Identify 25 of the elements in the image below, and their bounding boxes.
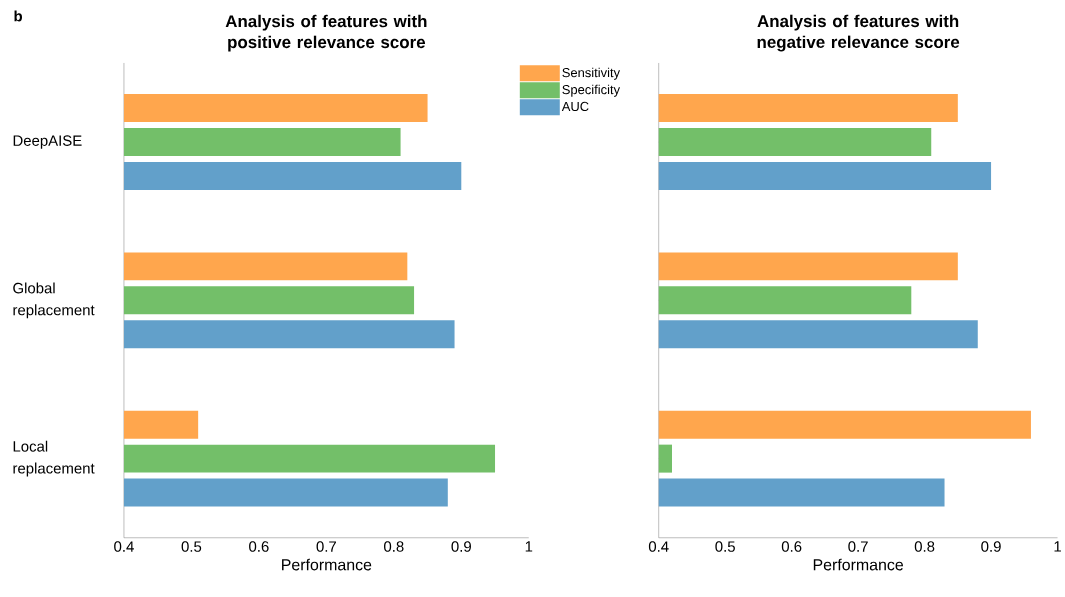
y-tick-label: Global replacement bbox=[13, 282, 95, 319]
text: b bbox=[14, 10, 23, 22]
x-tick-label: 0.6 bbox=[249, 541, 269, 552]
x-tick-label: 0.5 bbox=[715, 541, 735, 552]
legend-label: Sensitivity bbox=[562, 67, 621, 80]
x-tick-label: 1 bbox=[1054, 541, 1061, 552]
x-tick-label: 0.4 bbox=[114, 541, 134, 552]
x-tick-label: 0.9 bbox=[981, 541, 1001, 552]
chart-title: Analysis of features with positive relevance score bbox=[225, 14, 427, 52]
x-tick-label: 0.8 bbox=[914, 541, 935, 552]
y-tick-label: DeepAISE bbox=[13, 135, 82, 149]
legend-label: Specificity bbox=[562, 84, 621, 97]
x-tick-label: 0.9 bbox=[451, 541, 471, 552]
legend-label: AUC bbox=[561, 101, 589, 112]
x-tick-label: 1 bbox=[525, 541, 533, 552]
x-tick-label: 0.7 bbox=[848, 541, 868, 552]
x-tick-label: 0.8 bbox=[384, 541, 404, 552]
x-tick-label: 0.6 bbox=[781, 541, 802, 552]
x-tick-label: 0.4 bbox=[648, 541, 669, 552]
y-tick-label: Local replacement bbox=[13, 440, 95, 477]
x-tick-label: 0.5 bbox=[181, 541, 202, 552]
chart-title: Analysis of features with negative relevance score bbox=[757, 14, 960, 52]
x-tick-label: 0.7 bbox=[316, 541, 336, 552]
x-axis-title: Performance bbox=[282, 558, 372, 571]
x-axis-title: Performance bbox=[813, 558, 904, 571]
